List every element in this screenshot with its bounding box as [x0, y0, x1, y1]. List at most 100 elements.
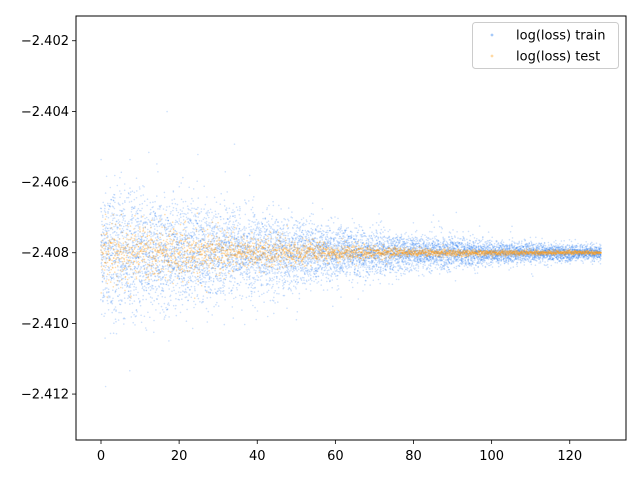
scatter-point — [229, 215, 232, 217]
scatter-point — [172, 214, 174, 216]
scatter-point — [143, 239, 145, 242]
scatter-point — [208, 278, 211, 280]
scatter-point — [245, 227, 247, 229]
scatter-point — [320, 230, 322, 233]
scatter-point — [251, 206, 254, 209]
scatter-point — [112, 273, 115, 275]
scatter-point — [224, 299, 226, 301]
scatter-point — [215, 216, 217, 218]
scatter-point — [153, 225, 156, 227]
scatter-point — [312, 232, 315, 234]
scatter-point — [345, 257, 347, 259]
scatter-point — [316, 282, 318, 284]
scatter-point — [336, 289, 339, 291]
scatter-point — [131, 213, 134, 216]
scatter-point — [175, 314, 178, 317]
scatter-point — [109, 254, 112, 257]
scatter-point — [221, 272, 224, 275]
scatter-point — [134, 278, 136, 281]
scatter-point — [172, 286, 175, 289]
scatter-point — [112, 199, 115, 202]
scatter-point — [207, 274, 210, 276]
scatter-point — [336, 234, 338, 236]
scatter-point — [320, 260, 322, 262]
scatter-point — [278, 278, 281, 281]
scatter-point — [124, 302, 126, 304]
scatter-point — [273, 229, 275, 232]
scatter-point — [359, 275, 362, 278]
scatter-point — [369, 268, 372, 270]
scatter-point — [239, 207, 241, 210]
scatter-point — [272, 283, 275, 286]
scatter-point — [110, 198, 113, 201]
scatter-point — [195, 215, 197, 218]
scatter-point — [111, 219, 114, 222]
scatter-point — [146, 198, 149, 200]
scatter-point — [168, 288, 170, 290]
scatter-point — [164, 314, 167, 317]
scatter-point — [157, 259, 160, 262]
scatter-point — [110, 238, 113, 241]
scatter-point — [221, 232, 223, 235]
scatter-point — [298, 292, 301, 295]
scatter-point — [220, 277, 222, 280]
scatter-point — [307, 269, 310, 271]
scatter-point — [156, 261, 159, 263]
scatter-point — [190, 280, 193, 282]
scatter-point — [180, 216, 182, 218]
scatter-point — [281, 221, 283, 223]
scatter-point — [237, 222, 240, 224]
scatter-point — [152, 287, 155, 290]
scatter-point — [194, 280, 196, 282]
scatter-point — [332, 231, 335, 233]
scatter-point — [270, 232, 273, 235]
scatter-point — [154, 228, 156, 230]
scatter-point — [225, 209, 228, 211]
scatter-point — [251, 220, 253, 223]
scatter-point — [296, 233, 298, 236]
scatter-point — [115, 234, 117, 236]
scatter-point — [248, 269, 251, 271]
scatter-point — [351, 278, 354, 281]
scatter-point — [136, 268, 139, 270]
scatter-point — [110, 300, 112, 303]
scatter-point — [289, 260, 291, 263]
scatter-point — [118, 275, 120, 278]
scatter-point — [108, 269, 111, 271]
scatter-point — [165, 274, 168, 276]
scatter-point — [343, 232, 346, 235]
scatter-point — [330, 275, 333, 278]
scatter-point — [224, 233, 226, 236]
scatter-point — [147, 287, 150, 289]
scatter-point — [109, 257, 111, 260]
scatter-point — [320, 279, 323, 282]
scatter-point — [316, 270, 319, 272]
scatter-point — [313, 240, 316, 242]
scatter-point — [192, 280, 194, 283]
scatter-point — [339, 235, 341, 238]
scatter-point — [170, 299, 172, 302]
scatter-point — [194, 213, 196, 216]
scatter-point — [223, 199, 226, 201]
scatter-point — [117, 222, 120, 224]
scatter-point — [206, 213, 208, 215]
scatter-point — [243, 232, 246, 235]
scatter-point — [111, 254, 113, 257]
scatter-point — [106, 232, 108, 235]
scatter-point — [360, 241, 362, 243]
scatter-point — [151, 303, 154, 306]
scatter-point — [287, 235, 289, 237]
scatter-point — [342, 258, 344, 260]
scatter-point — [100, 253, 102, 256]
scatter-point — [234, 277, 236, 280]
scatter-point — [156, 163, 158, 165]
scatter-point — [121, 221, 123, 224]
scatter-point — [183, 277, 186, 280]
scatter-point — [187, 212, 189, 214]
scatter-point — [332, 271, 335, 273]
scatter-point — [259, 231, 262, 234]
scatter-point — [193, 306, 195, 309]
scatter-point — [143, 315, 146, 318]
scatter-point — [348, 236, 350, 238]
scatter-point — [252, 287, 254, 290]
